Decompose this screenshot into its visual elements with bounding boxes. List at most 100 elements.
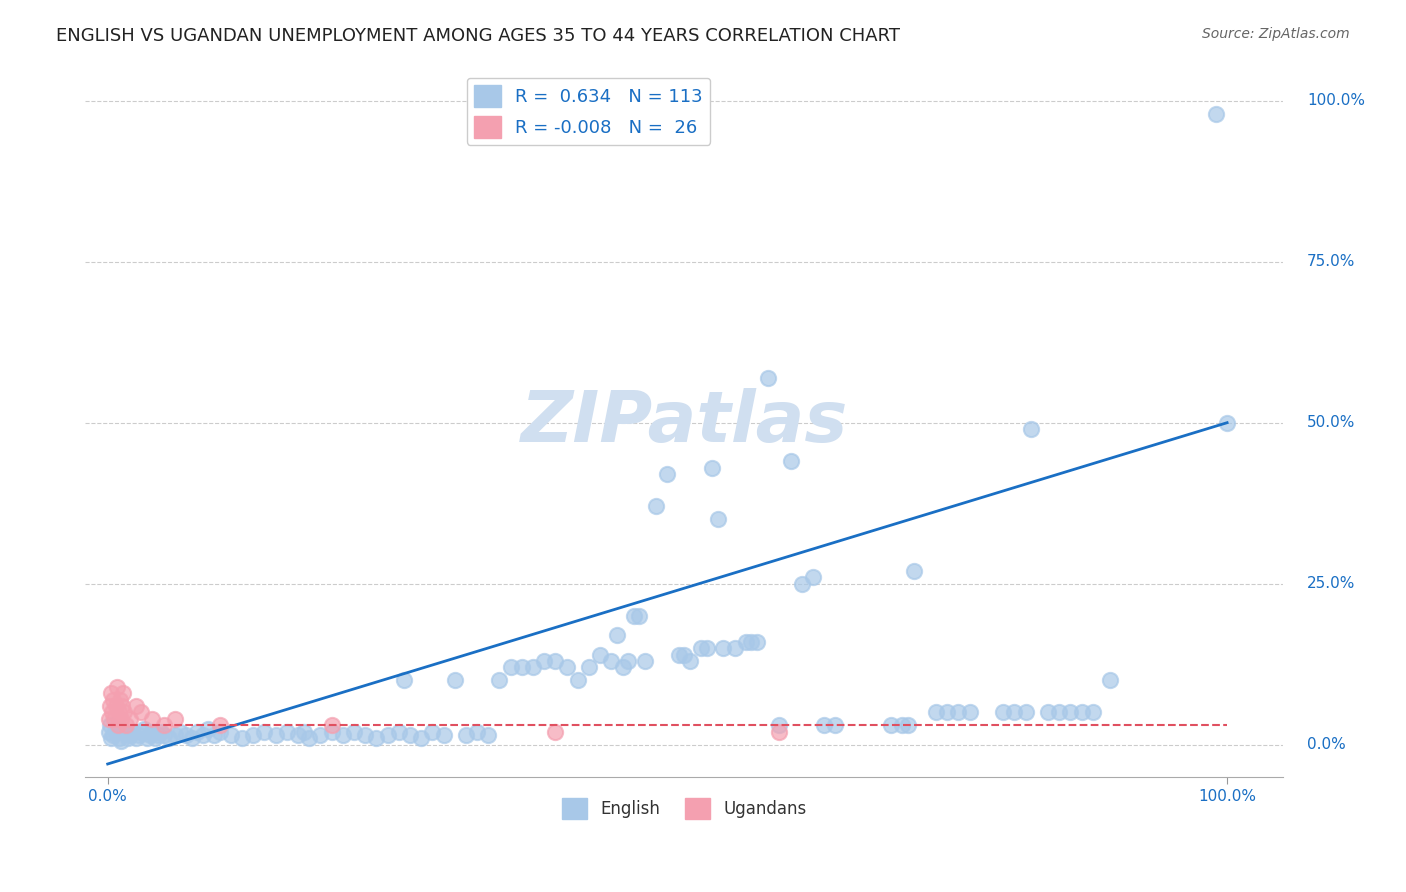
Point	[152, 718, 174, 732]
Text: 25.0%: 25.0%	[1308, 576, 1355, 591]
Point	[191, 728, 214, 742]
Point	[1081, 706, 1104, 720]
Point	[321, 724, 343, 739]
Point	[578, 660, 600, 674]
Point	[120, 712, 142, 726]
Point	[298, 731, 321, 746]
Point	[114, 724, 136, 739]
Point	[488, 673, 510, 688]
Point	[1014, 706, 1036, 720]
Point	[544, 654, 567, 668]
Point	[1019, 422, 1042, 436]
Point	[111, 699, 134, 714]
Point	[112, 686, 135, 700]
Text: 50.0%: 50.0%	[1308, 415, 1355, 430]
Point	[707, 512, 730, 526]
Point	[589, 648, 612, 662]
Point	[97, 712, 120, 726]
Point	[1047, 706, 1070, 720]
Point	[219, 728, 242, 742]
Point	[208, 724, 231, 739]
Point	[264, 728, 287, 742]
Point	[499, 660, 522, 674]
Point	[124, 699, 146, 714]
Point	[657, 467, 679, 482]
Point	[768, 718, 790, 732]
Point	[174, 728, 197, 742]
Point	[129, 706, 152, 720]
Point	[1216, 416, 1239, 430]
Point	[711, 641, 734, 656]
Point	[332, 728, 354, 742]
Point	[139, 728, 162, 742]
Point	[242, 728, 264, 742]
Point	[734, 634, 756, 648]
Point	[114, 718, 136, 732]
Point	[114, 706, 136, 720]
Point	[606, 628, 628, 642]
Point	[477, 728, 499, 742]
Point	[186, 724, 208, 739]
Point	[103, 712, 125, 726]
Point	[790, 576, 813, 591]
Point	[959, 706, 981, 720]
Point	[108, 731, 131, 746]
Point	[202, 728, 225, 742]
Point	[936, 706, 959, 720]
Point	[544, 724, 567, 739]
Point	[634, 654, 657, 668]
Point	[104, 724, 127, 739]
Point	[105, 680, 128, 694]
Point	[388, 724, 411, 739]
Point	[321, 718, 343, 732]
Point	[110, 712, 132, 726]
Point	[824, 718, 846, 732]
Point	[740, 634, 762, 648]
Legend: English, Ugandans: English, Ugandans	[555, 791, 813, 825]
Point	[141, 712, 163, 726]
Point	[600, 654, 623, 668]
Point	[132, 722, 155, 736]
Point	[231, 731, 253, 746]
Point	[104, 699, 127, 714]
Text: 75.0%: 75.0%	[1308, 254, 1355, 269]
Point	[163, 712, 186, 726]
Point	[377, 728, 399, 742]
Point	[108, 706, 131, 720]
Point	[309, 728, 332, 742]
Point	[1070, 706, 1092, 720]
Point	[510, 660, 533, 674]
Point	[292, 724, 315, 739]
Text: 0.0%: 0.0%	[1308, 737, 1346, 752]
Point	[366, 731, 388, 746]
Point	[1059, 706, 1081, 720]
Point	[157, 731, 180, 746]
Point	[124, 731, 146, 746]
Point	[101, 706, 124, 720]
Point	[891, 718, 914, 732]
Point	[897, 718, 920, 732]
Point	[100, 686, 122, 700]
Point	[97, 724, 120, 739]
Point	[465, 724, 488, 739]
Point	[813, 718, 835, 732]
Point	[98, 699, 121, 714]
Point	[98, 718, 121, 732]
Point	[617, 654, 640, 668]
Point	[756, 370, 779, 384]
Point	[903, 564, 925, 578]
Point	[1036, 706, 1059, 720]
Point	[645, 500, 668, 514]
Point	[880, 718, 903, 732]
Point	[287, 728, 309, 742]
Point	[779, 454, 801, 468]
Point	[690, 641, 713, 656]
Point	[135, 731, 157, 746]
Point	[103, 728, 125, 742]
Point	[420, 724, 443, 739]
Point	[612, 660, 634, 674]
Point	[120, 728, 142, 742]
Point	[399, 728, 422, 742]
Point	[163, 728, 186, 742]
Point	[1205, 106, 1227, 120]
